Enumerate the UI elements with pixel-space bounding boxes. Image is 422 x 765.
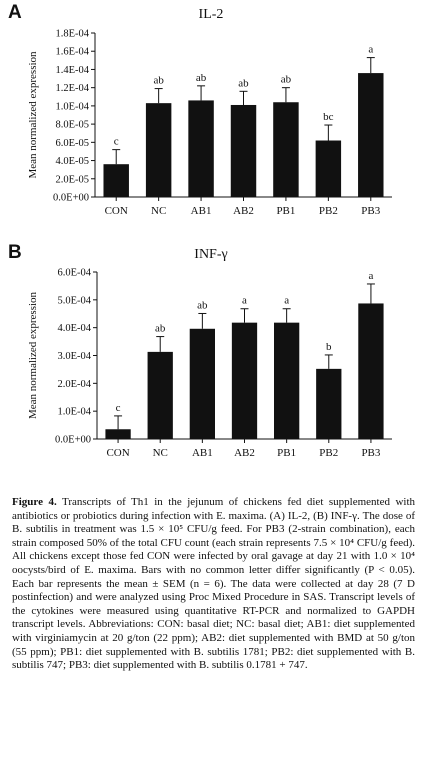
- y-tick-label: 4.0E-04: [57, 323, 91, 334]
- panel-a: A IL-2 0.0E+00 2.0E-05 4.0E-05 6.0E-05 8.0E-…: [0, 0, 422, 238]
- panel-b: B INF-γ 0.0E+00 1.0E-04 2.0E-04 3.0E-04 4.0E…: [0, 240, 422, 495]
- bar-con: [105, 429, 131, 439]
- y-tick-label: 1.0E-04: [55, 101, 89, 112]
- x-tick-label: NC: [151, 205, 166, 217]
- bar-pb2: [315, 140, 342, 197]
- x-tick-label: NC: [153, 447, 168, 459]
- bar-pb3: [358, 73, 384, 197]
- x-tick-label: PB1: [276, 205, 295, 217]
- panel-b-letter: B: [8, 242, 22, 263]
- y-tick-label: 6.0E-04: [57, 268, 91, 279]
- significance-letter: bc: [323, 111, 334, 123]
- x-tick-label: CON: [106, 447, 129, 459]
- panel-a-title: IL-2: [198, 7, 224, 22]
- y-tick-label: 1.6E-04: [55, 47, 89, 58]
- bar-nc: [145, 103, 172, 197]
- significance-letter: ab: [197, 299, 208, 311]
- y-tick-label: 1.0E-04: [57, 407, 91, 418]
- bar-ab2: [231, 322, 258, 439]
- significance-letter: ab: [281, 74, 292, 86]
- panel-b-title: INF-γ: [194, 247, 228, 262]
- y-tick-label: 1.4E-04: [55, 65, 89, 76]
- significance-letter: a: [368, 270, 373, 282]
- x-tick-label: AB2: [234, 447, 255, 459]
- x-tick-label: PB3: [361, 447, 380, 459]
- bar-pb2: [316, 368, 342, 439]
- x-tick-label: AB2: [233, 205, 254, 217]
- x-tick-label: CON: [105, 205, 128, 217]
- y-tick-label: 3.0E-04: [57, 351, 91, 362]
- x-tick-label: AB1: [192, 447, 213, 459]
- bar-con: [103, 164, 129, 197]
- figure-caption: Figure 4. Transcripts of Th1 in the jeju…: [12, 496, 415, 673]
- x-tick-label: AB1: [191, 205, 212, 217]
- significance-letter: b: [326, 341, 332, 353]
- significance-letter: a: [368, 44, 373, 56]
- y-axis-label: Mean normalized expression: [27, 51, 39, 179]
- y-tick-label: 2.0E-04: [57, 379, 91, 390]
- y-tick-label: 0.0E+00: [53, 193, 89, 204]
- significance-letter: c: [116, 402, 121, 414]
- il2-bar-chart: 0.0E+00 2.0E-05 4.0E-05 6.0E-05 8.0E-05 1.0E-…: [27, 29, 392, 217]
- bar-pb1: [274, 322, 300, 439]
- y-tick-label: 6.0E-05: [55, 138, 89, 149]
- bar-pb1: [273, 102, 299, 197]
- y-tick-label: 0.0E+00: [55, 435, 91, 446]
- significance-letter: c: [114, 136, 119, 148]
- significance-letter: ab: [153, 75, 164, 87]
- y-tick-label: 1.8E-04: [55, 29, 89, 40]
- y-tick-label: 2.0E-05: [55, 174, 89, 185]
- x-tick-label: PB2: [319, 447, 338, 459]
- bar-ab2: [230, 104, 257, 197]
- infg-bar-chart: 0.0E+00 1.0E-04 2.0E-04 3.0E-04 4.0E-04 5.0E-…: [27, 268, 392, 459]
- significance-letter: ab: [196, 72, 207, 84]
- caption-text: Transcripts of Th1 in the jejunum of chi…: [12, 496, 415, 672]
- y-axis-label: Mean normalized expression: [27, 291, 39, 419]
- x-tick-label: PB3: [361, 205, 380, 217]
- y-tick-label: 1.2E-04: [55, 83, 89, 94]
- significance-letter: a: [242, 295, 247, 307]
- bar-nc: [147, 351, 173, 439]
- panel-a-letter: A: [8, 2, 22, 23]
- bar-ab1: [188, 100, 214, 197]
- y-tick-label: 8.0E-05: [55, 120, 89, 131]
- y-tick-label: 5.0E-04: [57, 295, 91, 306]
- y-tick-label: 4.0E-05: [55, 156, 89, 167]
- significance-letter: ab: [238, 77, 249, 89]
- bar-ab1: [189, 328, 215, 439]
- x-tick-label: PB2: [319, 205, 338, 217]
- significance-letter: a: [284, 295, 289, 307]
- x-tick-label: PB1: [277, 447, 296, 459]
- significance-letter: ab: [155, 323, 166, 335]
- figure-label: Figure 4.: [12, 496, 57, 508]
- bar-pb3: [358, 303, 384, 439]
